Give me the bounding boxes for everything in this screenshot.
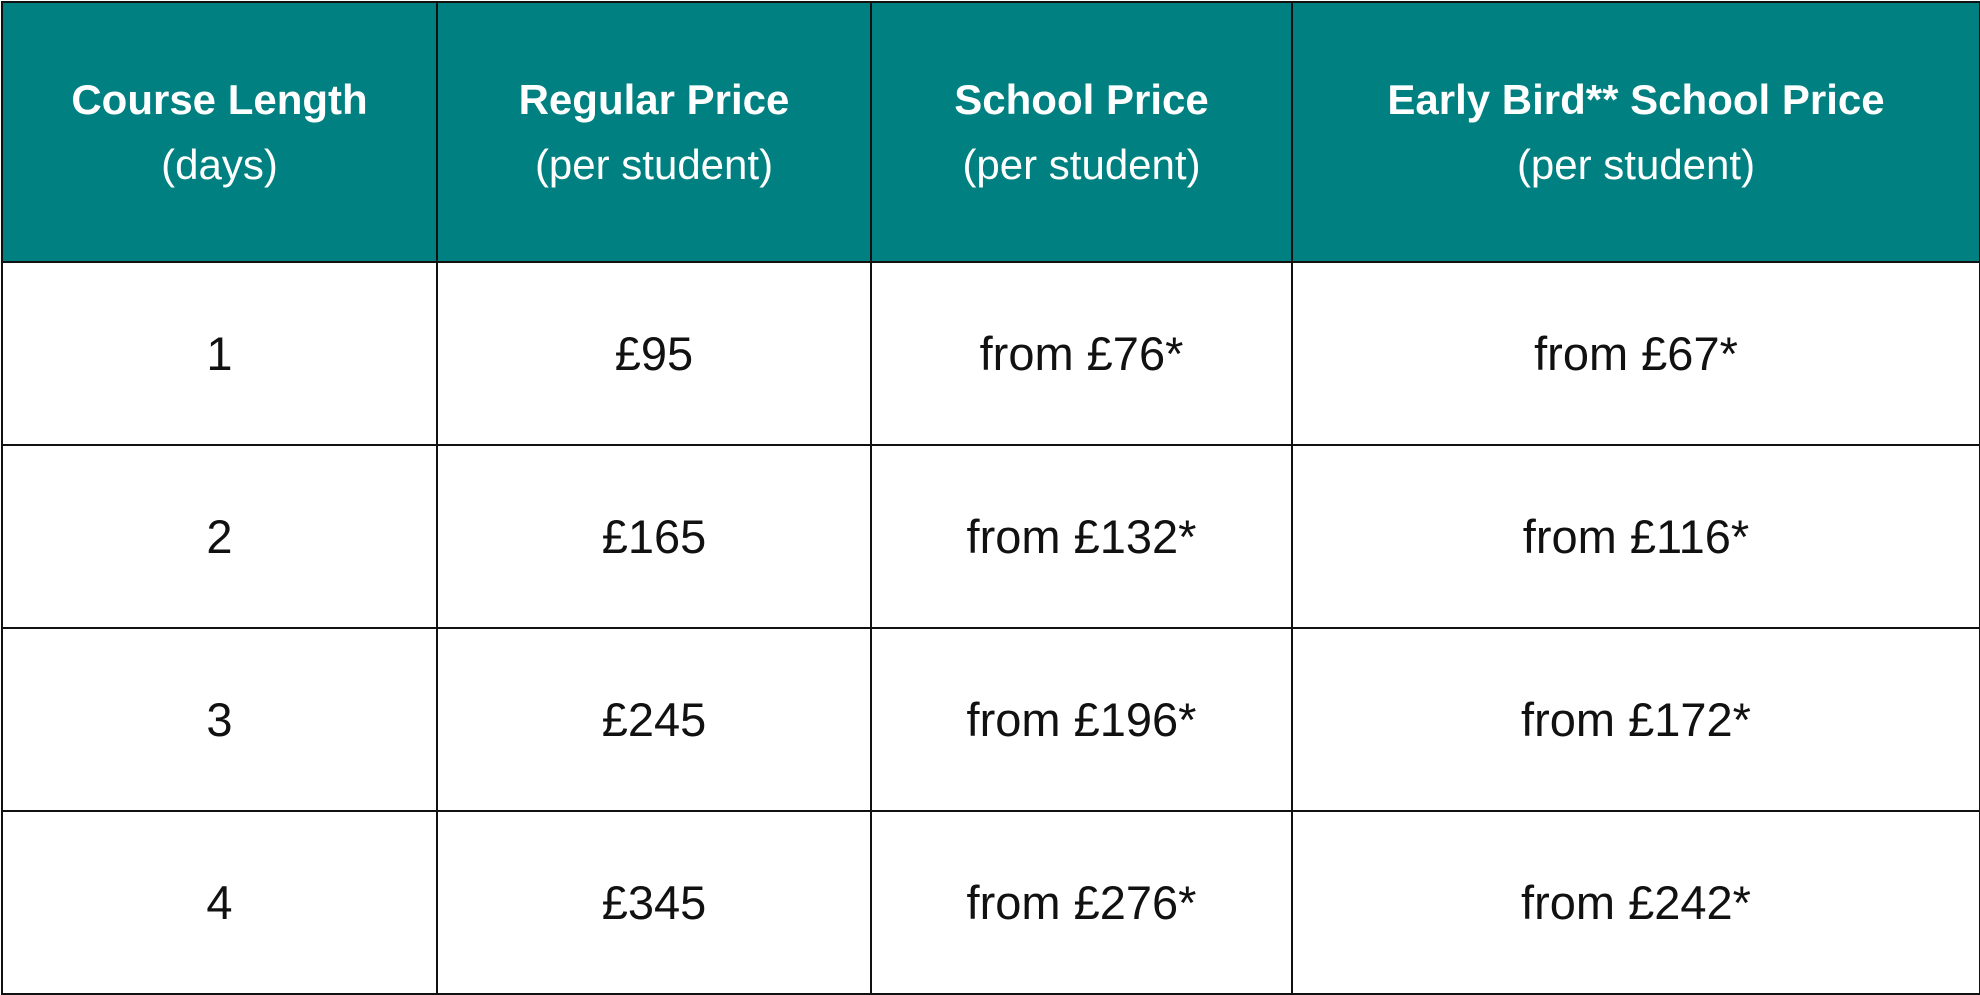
cell-regular-price: £245 <box>436 627 872 812</box>
header-row: Course Length (days) Regular Price (per st… <box>1 1 1980 263</box>
cell-regular-price: £345 <box>436 810 872 995</box>
cell-days: 2 <box>1 444 438 629</box>
cell-early-bird-price: from £67* <box>1291 261 1980 446</box>
header-early-bird-price: Early Bird** School Price (per student) <box>1291 1 1980 263</box>
cell-school-price: from £76* <box>870 261 1293 446</box>
table-row: 1 £95 from £76* from £67* <box>1 261 1980 446</box>
header-regular-price: Regular Price (per student) <box>436 1 872 263</box>
cell-days: 4 <box>1 810 438 995</box>
cell-school-price: from £276* <box>870 810 1293 995</box>
cell-early-bird-price: from £116* <box>1291 444 1980 629</box>
cell-early-bird-price: from £172* <box>1291 627 1980 812</box>
cell-regular-price: £165 <box>436 444 872 629</box>
table-row: 4 £345 from £276* from £242* <box>1 810 1980 995</box>
cell-school-price: from £132* <box>870 444 1293 629</box>
cell-regular-price: £95 <box>436 261 872 446</box>
cell-early-bird-price: from £242* <box>1291 810 1980 995</box>
table-row: 3 £245 from £196* from £172* <box>1 627 1980 812</box>
table-row: 2 £165 from £132* from £116* <box>1 444 1980 629</box>
cell-school-price: from £196* <box>870 627 1293 812</box>
header-school-price: School Price (per student) <box>870 1 1293 263</box>
cell-days: 3 <box>1 627 438 812</box>
header-course-length: Course Length (days) <box>1 1 438 263</box>
cell-days: 1 <box>1 261 438 446</box>
